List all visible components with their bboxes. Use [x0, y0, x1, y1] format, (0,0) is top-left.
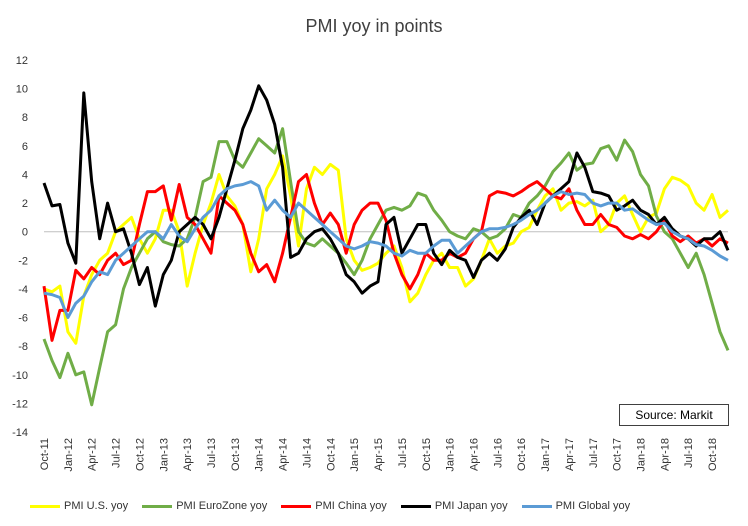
y-tick-label: -4	[18, 284, 28, 296]
legend-item: PMI China yoy	[281, 500, 387, 512]
series-line-2	[42, 173, 729, 342]
series-line-0	[43, 154, 730, 345]
x-tick-label: Jul-12	[111, 438, 123, 468]
legend-label: PMI China yoy	[315, 500, 387, 512]
y-tick-label: -8	[18, 341, 28, 353]
legend-swatch	[281, 504, 312, 508]
x-tick-label: Oct-11	[39, 438, 51, 470]
x-tick-label: Jul-17	[588, 438, 600, 468]
x-tick-label: Jan-15	[349, 438, 361, 472]
y-tick-label: -10	[12, 370, 28, 382]
y-tick-label: 8	[22, 112, 28, 124]
legend: PMI U.S. yoy PMI EuroZone yoy PMI China yo…	[30, 496, 730, 516]
x-tick-label: Apr-14	[278, 438, 290, 471]
series-line-4	[43, 180, 729, 319]
y-tick-label: 4	[22, 169, 28, 181]
x-tick-label: Jan-16	[445, 438, 457, 472]
x-tick-label: Jul-18	[683, 438, 695, 468]
x-tick-label: Jul-15	[397, 438, 409, 468]
legend-item: PMI EuroZone yoy	[142, 500, 267, 512]
x-tick-label: Jul-16	[492, 438, 504, 468]
x-tick-label: Oct-12	[134, 438, 146, 471]
x-tick-label: Apr-16	[468, 438, 480, 471]
x-tick-label: Apr-15	[373, 438, 385, 471]
legend-swatch	[521, 504, 552, 508]
x-tick-label: Oct-16	[516, 438, 528, 471]
x-tick-label: Apr-12	[87, 438, 99, 471]
y-tick-label: 2	[22, 198, 28, 210]
y-tick-label: -14	[12, 427, 28, 439]
x-axis: Oct-11 Jan-12 Apr-12 Jul-12 Oct-12 Jan-13 Apr-…	[39, 438, 719, 472]
x-tick-label: Oct-14	[325, 438, 337, 471]
x-tick-label: Apr-18	[659, 438, 671, 471]
x-tick-label: Jan-18	[636, 438, 648, 472]
y-tick-label: 0	[22, 227, 28, 239]
x-tick-label: Oct-13	[230, 438, 242, 471]
legend-swatch	[30, 504, 60, 508]
series-line-3	[42, 84, 730, 308]
legend-swatch	[400, 504, 431, 508]
legend-label: PMI EuroZone yoy	[176, 500, 268, 512]
y-tick-label: 12	[16, 55, 28, 67]
x-tick-label: Jan-17	[540, 438, 552, 472]
y-tick-label: -2	[18, 255, 28, 267]
legend-item: PMI Japan yoy	[400, 500, 508, 512]
x-tick-label: Jan-12	[63, 438, 75, 472]
source-note: Source: Markit	[619, 404, 729, 426]
y-tick-label: 6	[22, 141, 28, 153]
legend-swatch	[142, 504, 173, 508]
y-axis: 12 10 8 6 4 2 0 -2 -4 -6 -8 -10 -12 -14	[12, 55, 28, 439]
x-tick-label: Jan-13	[158, 438, 170, 472]
x-tick-label: Oct-17	[612, 438, 624, 471]
x-tick-label: Apr-17	[564, 438, 576, 471]
legend-item: PMI U.S. yoy	[30, 500, 128, 512]
y-tick-label: 10	[16, 84, 28, 96]
legend-label: PMI U.S. yoy	[64, 500, 129, 512]
legend-label: PMI Global yoy	[555, 500, 631, 512]
x-tick-label: Oct-18	[707, 438, 719, 471]
x-tick-label: Jul-14	[301, 438, 313, 468]
y-tick-label: -12	[12, 398, 28, 410]
chart-title: PMI yoy in points	[305, 16, 443, 36]
y-tick-label: -6	[18, 313, 28, 325]
legend-item: PMI Global yoy	[521, 500, 631, 512]
series-lines	[42, 84, 730, 407]
x-tick-label: Oct-15	[421, 438, 433, 471]
legend-label: PMI Japan yoy	[434, 500, 508, 512]
x-tick-label: Jul-13	[206, 438, 218, 468]
x-tick-label: Jan-14	[254, 438, 266, 472]
x-tick-label: Apr-13	[182, 438, 194, 471]
